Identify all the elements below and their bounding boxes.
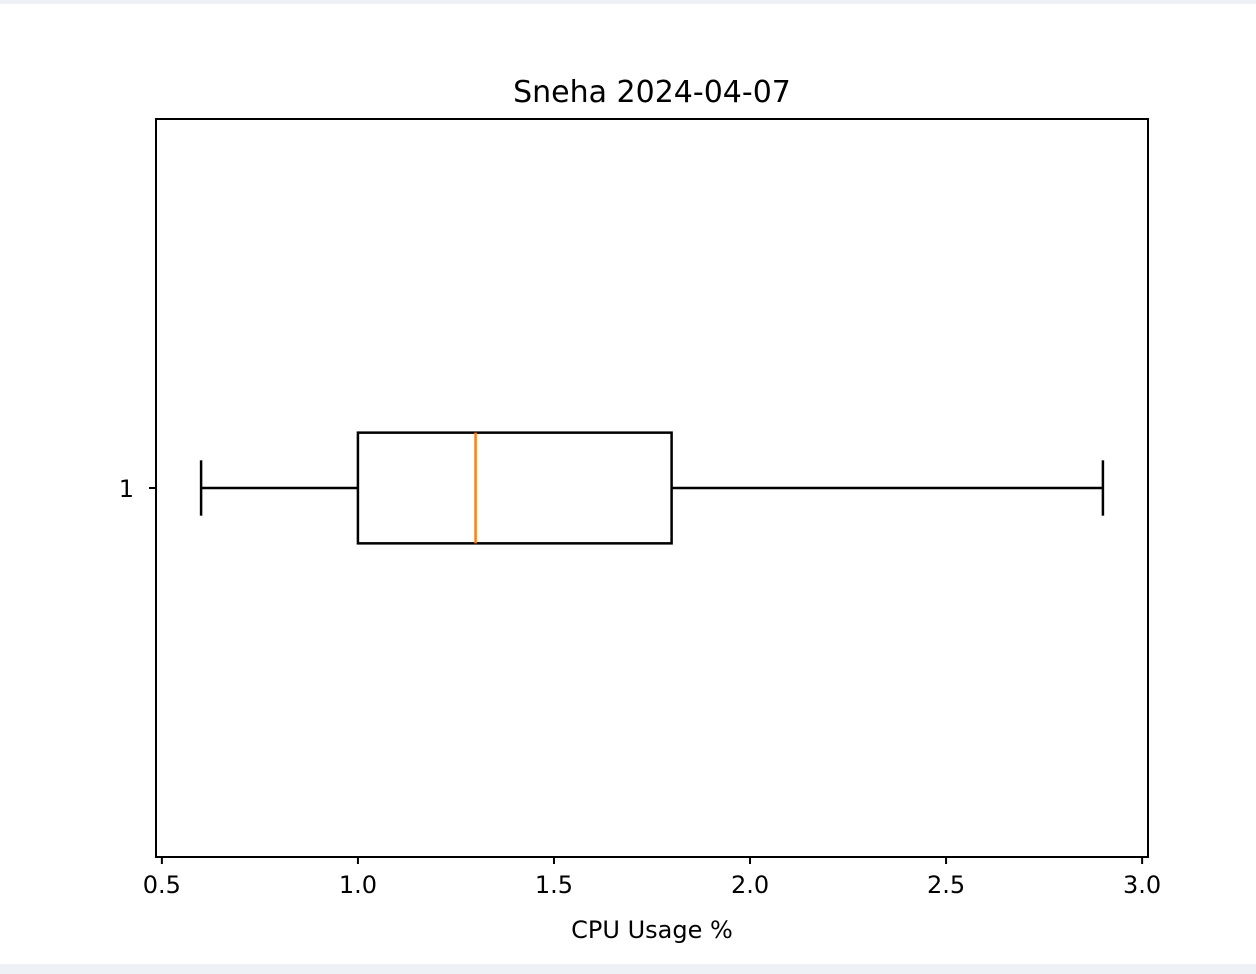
box-plot-series bbox=[199, 431, 1105, 545]
x-axis: 0.5 1.0 1.5 2.0 2.5 3.0 bbox=[143, 857, 1161, 899]
y-tick-label: 1 bbox=[119, 475, 134, 503]
x-tick-label: 1.0 bbox=[339, 871, 377, 899]
x-tick-label: 2.5 bbox=[927, 871, 965, 899]
chart-canvas: Sneha 2024-04-07 0.5 1.0 1.5 2.0 2.5 3.0 1 CP… bbox=[0, 4, 1256, 964]
x-tick-label: 3.0 bbox=[1123, 871, 1161, 899]
chart-title: Sneha 2024-04-07 bbox=[513, 75, 791, 110]
x-tick-label: 1.5 bbox=[535, 871, 573, 899]
x-tick-label: 2.0 bbox=[731, 871, 769, 899]
y-axis: 1 bbox=[119, 475, 156, 503]
box-plot-chart: Sneha 2024-04-07 0.5 1.0 1.5 2.0 2.5 3.0 1 CP… bbox=[119, 75, 1161, 944]
interquartile-box bbox=[356, 431, 673, 545]
x-axis-label: CPU Usage % bbox=[571, 916, 733, 944]
x-tick-label: 0.5 bbox=[143, 871, 181, 899]
